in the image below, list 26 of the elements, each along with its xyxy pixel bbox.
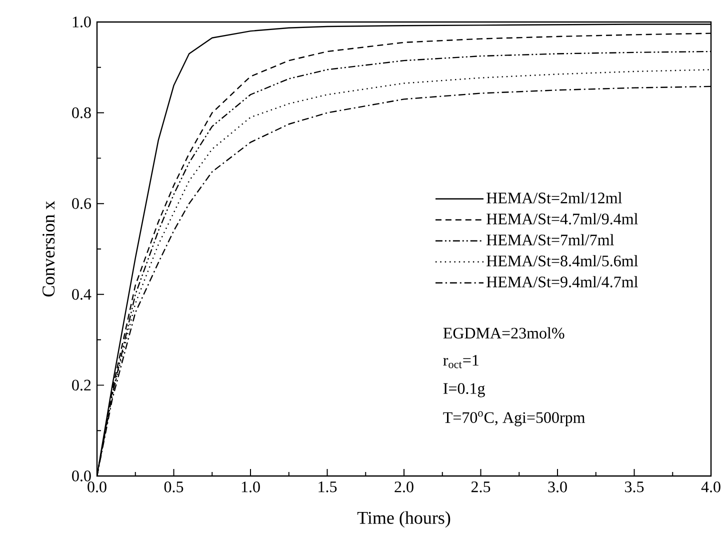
x-tick-label: 3.5	[625, 482, 644, 492]
y-tick-label: 0.8	[72, 107, 91, 118]
y-axis-title: Conversion x	[42, 200, 55, 296]
legend-label: HEMA/St=2ml/12ml	[486, 192, 622, 204]
y-tick-label: 0.4	[72, 288, 92, 300]
annotation: r$_{oct}$=1	[443, 354, 478, 368]
x-tick-label: 4.0	[701, 482, 720, 492]
legend-label: HEMA/St=4.7ml/9.4ml	[486, 213, 638, 224]
x-tick-label: 0.5	[164, 482, 184, 492]
y-tick-label: 0.2	[72, 380, 91, 391]
annotation: T=70$^{o}$C, Agi=500rpm	[443, 411, 586, 426]
y-tick-label: 0.6	[72, 198, 92, 210]
y-tick-label: 0.0	[72, 470, 91, 482]
x-tick-label: 3.0	[548, 482, 567, 492]
x-tick-label: 1.5	[318, 482, 337, 492]
x-tick-label: 0.0	[88, 482, 106, 492]
x-tick-label: 2.0	[394, 482, 414, 492]
legend-label: HEMA/St=7ml/7ml	[486, 234, 614, 246]
annotation: I=0.1g	[443, 383, 485, 398]
legend-label: HEMA/St=8.4ml/5.6ml	[486, 255, 638, 266]
x-tick-label: 2.5	[471, 482, 490, 492]
x-axis-title: Time (hours)	[357, 511, 450, 528]
legend-label: HEMA/St=9.4ml/4.7ml	[486, 276, 638, 288]
annotation: EGDMA=23mol%	[443, 327, 564, 339]
y-tick-label: 1.0	[72, 16, 91, 28]
x-tick-label: 1.0	[242, 482, 260, 492]
